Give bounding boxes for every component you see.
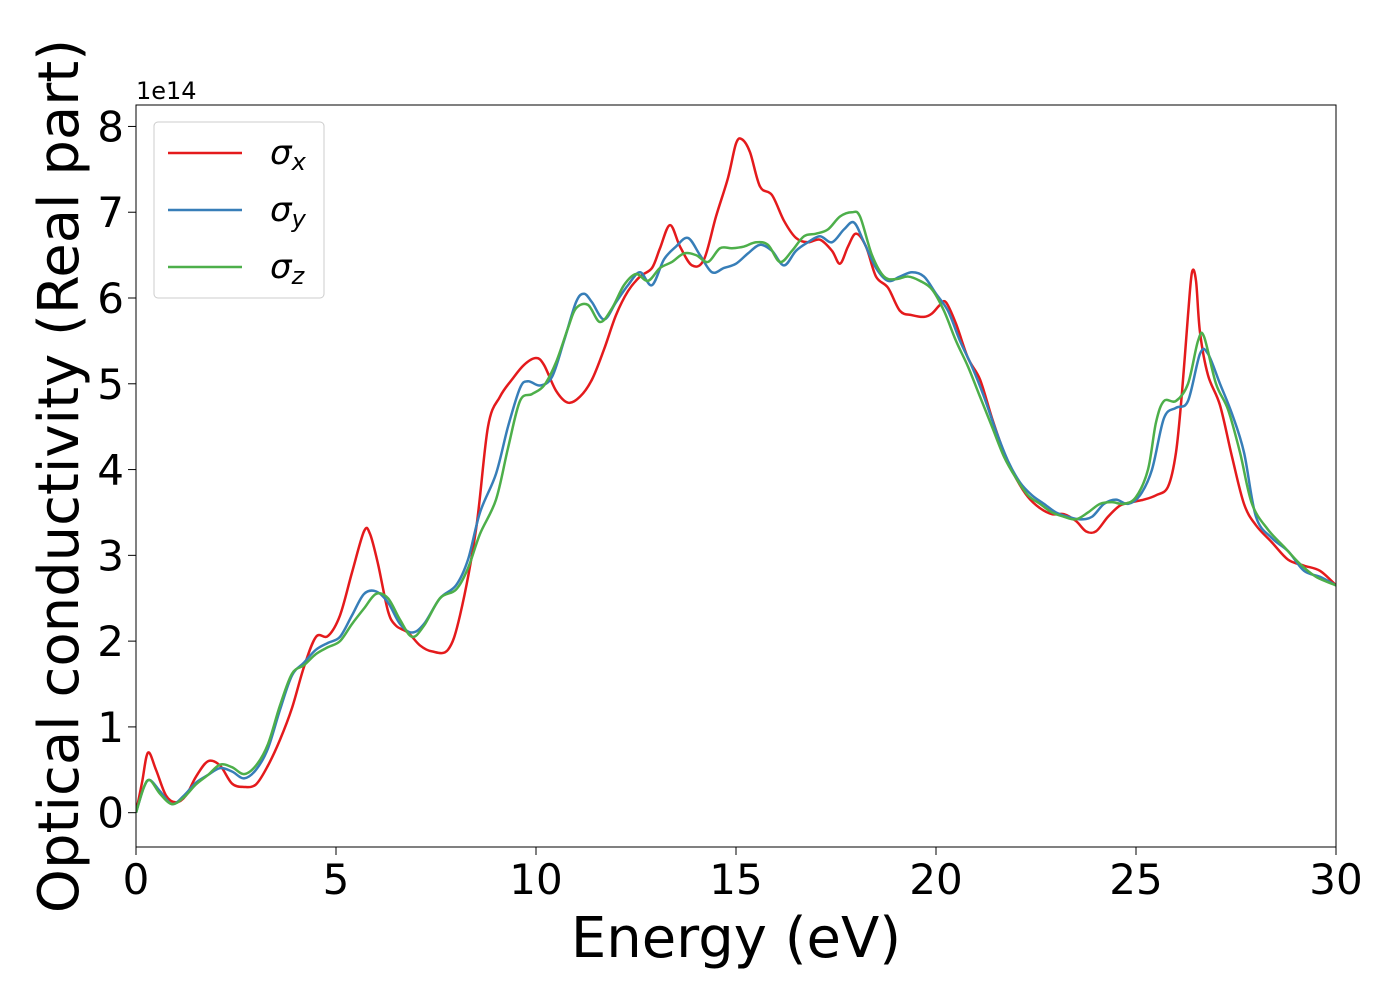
legend: σx σy σz (153, 121, 325, 299)
y-tick-label: 0 (97, 789, 124, 838)
x-tick-label: 10 (509, 855, 562, 904)
plot-area (136, 105, 1336, 847)
y-multiplier-label: 1e14 (136, 77, 197, 105)
x-tick-label: 25 (1109, 855, 1162, 904)
x-axis-ticks: 0 5 10 15 20 25 30 (123, 847, 1363, 904)
y-axis-label: Optical conductivity (Real part) (27, 39, 92, 913)
y-tick-label: 2 (97, 617, 124, 666)
y-tick-label: 3 (97, 531, 124, 580)
series-line-z (136, 210, 1336, 814)
series-line-x (136, 137, 1336, 813)
x-tick-label: 20 (909, 855, 962, 904)
legend-label-y: σy (270, 190, 307, 233)
y-tick-label: 4 (97, 446, 124, 495)
x-tick-label: 5 (323, 855, 350, 904)
y-tick-label: 1 (97, 703, 124, 752)
x-axis-label: Energy (eV) (571, 906, 901, 971)
y-tick-label: 8 (97, 102, 124, 151)
y-axis-ticks: 0 1 2 3 4 5 6 7 8 (97, 102, 136, 838)
y-tick-label: 5 (97, 360, 124, 409)
x-tick-label: 15 (709, 855, 762, 904)
series-layer (136, 137, 1336, 814)
x-tick-label: 0 (123, 855, 150, 904)
y-tick-label: 7 (97, 188, 124, 237)
series-line-y (136, 220, 1336, 814)
legend-label-x: σx (270, 133, 307, 176)
y-tick-label: 6 (97, 274, 124, 323)
x-tick-label: 30 (1309, 855, 1362, 904)
legend-label-z: σz (270, 247, 306, 290)
